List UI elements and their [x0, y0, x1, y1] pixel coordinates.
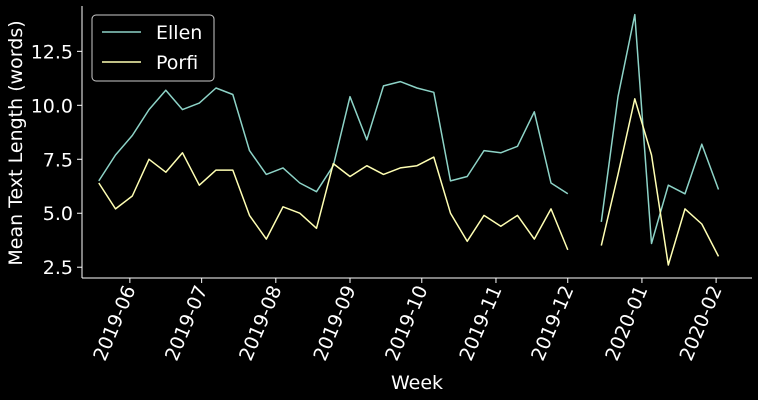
x-tick-label: 2019-07 — [161, 282, 212, 364]
x-tick-label: 2019-08 — [235, 282, 286, 364]
x-tick-label: 2019-12 — [527, 282, 578, 364]
x-tick-label: 2020-02 — [675, 282, 726, 364]
series-line-porfi-2 — [600, 98, 720, 266]
x-ticks: 2019-06 2019-07 2019-08 2019-09 2019-10 2019-… — [89, 278, 727, 364]
x-axis-label: Week — [391, 372, 443, 394]
x-tick-label: 2019-06 — [89, 282, 140, 364]
series-line-porfi-1 — [98, 152, 569, 251]
x-tick-label: 2019-11 — [455, 282, 506, 364]
y-axis-label: Mean Text Length (words) — [5, 20, 27, 265]
y-ticks: 2.5 5.0 7.5 10.0 12.5 — [31, 41, 82, 279]
y-tick-label: 5.0 — [43, 203, 73, 225]
legend: Ellen Porfi — [91, 14, 215, 82]
y-tick-label: 12.5 — [31, 41, 73, 63]
y-tick-label: 10.0 — [31, 95, 73, 117]
x-tick-label: 2019-09 — [309, 282, 360, 364]
legend-label-ellen: Ellen — [156, 22, 202, 44]
legend-label-porfi: Porfi — [156, 52, 198, 74]
x-tick-label: 2019-10 — [381, 282, 432, 364]
y-tick-label: 2.5 — [43, 257, 73, 279]
plot-lines — [98, 13, 720, 266]
y-tick-label: 7.5 — [43, 149, 73, 171]
x-tick-label: 2020-01 — [601, 282, 652, 364]
series-line-ellen-1 — [98, 80, 569, 195]
